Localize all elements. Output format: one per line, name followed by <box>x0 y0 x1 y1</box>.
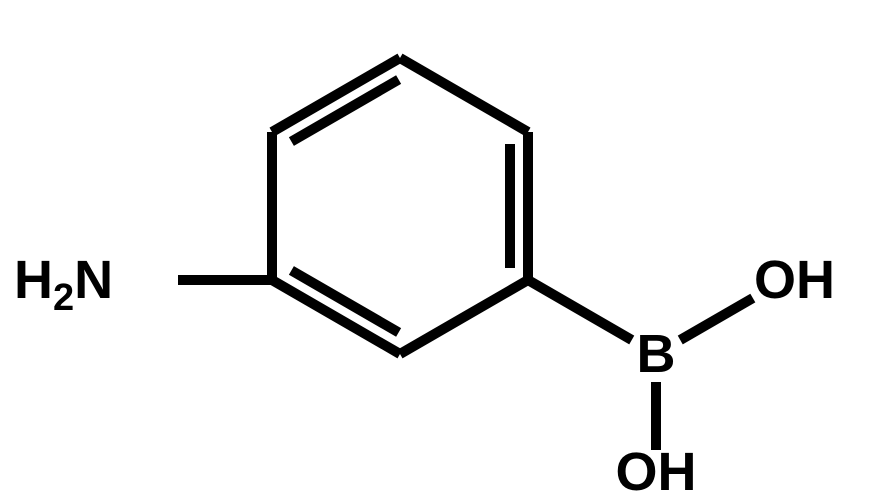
hydroxyl-label: OH <box>754 250 835 310</box>
hydroxyl-label: OH <box>616 442 697 500</box>
boron-label: B <box>637 324 676 384</box>
bond <box>528 280 632 340</box>
molecule-diagram: H2N B OH OH <box>0 0 895 500</box>
bond <box>400 280 528 354</box>
bond <box>400 58 528 132</box>
bond <box>680 298 753 340</box>
amine-label: H2N <box>14 250 113 319</box>
